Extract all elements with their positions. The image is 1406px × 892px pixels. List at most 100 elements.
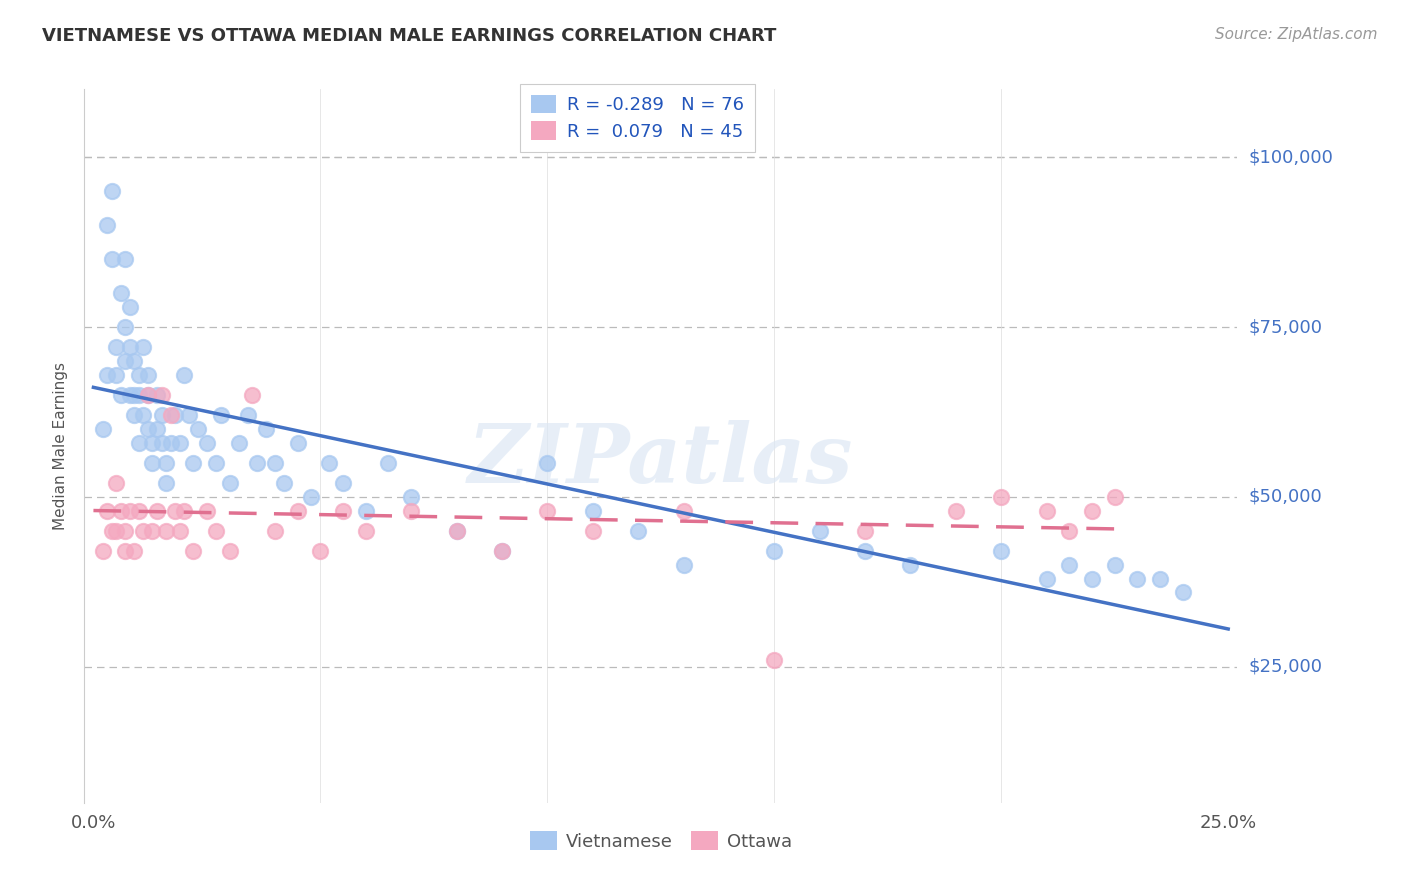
Point [150,409,173,423]
Point [205,524,228,538]
Point [491,544,513,558]
Point [132,524,155,538]
Point [96,503,118,517]
Point [446,524,468,538]
Point [146,388,169,402]
Point [195,503,218,517]
Point [853,544,876,558]
Point [332,476,354,491]
Point [264,456,287,470]
Point [246,456,269,470]
Point [536,503,558,517]
Point [114,524,136,538]
Text: $75,000: $75,000 [1249,318,1323,336]
Point [155,524,177,538]
Point [1126,572,1149,586]
Point [128,368,150,382]
Point [536,456,558,470]
Point [299,490,322,504]
Point [110,503,132,517]
Point [100,524,122,538]
Point [218,544,240,558]
Point [132,409,155,423]
Point [332,503,354,517]
Point [159,435,181,450]
Point [1059,524,1081,538]
Point [124,388,146,402]
Point [900,558,922,572]
Point [146,422,169,436]
Point [136,388,159,402]
Point [118,300,141,314]
Point [672,503,695,517]
Point [1081,503,1104,517]
Point [377,456,399,470]
Point [491,544,513,558]
Point [187,422,209,436]
Point [136,422,159,436]
Point [141,435,163,450]
Point [205,456,228,470]
Point [100,184,122,198]
Point [264,524,287,538]
Text: $25,000: $25,000 [1249,658,1323,676]
Point [945,503,967,517]
Point [254,422,277,436]
Point [990,490,1012,504]
Y-axis label: Median Male Earnings: Median Male Earnings [53,362,69,530]
Point [399,503,422,517]
Point [110,286,132,301]
Point [169,524,191,538]
Point [1104,558,1126,572]
Text: VIETNAMESE VS OTTAWA MEDIAN MALE EARNINGS CORRELATION CHART: VIETNAMESE VS OTTAWA MEDIAN MALE EARNING… [42,27,776,45]
Point [100,252,122,266]
Point [354,503,377,517]
Point [287,503,309,517]
Point [150,388,173,402]
Point [195,435,218,450]
Point [96,218,118,232]
Point [1035,572,1057,586]
Point [124,354,146,368]
Point [118,503,141,517]
Point [105,368,128,382]
Point [136,388,159,402]
Text: ZIPatlas: ZIPatlas [468,420,853,500]
Point [318,456,340,470]
Text: Source: ZipAtlas.com: Source: ZipAtlas.com [1215,27,1378,42]
Point [155,476,177,491]
Point [136,368,159,382]
Point [150,435,173,450]
Point [672,558,695,572]
Text: $100,000: $100,000 [1249,148,1333,166]
Point [990,544,1012,558]
Point [287,435,309,450]
Point [1149,572,1171,586]
Point [128,435,150,450]
Point [173,503,195,517]
Point [236,409,259,423]
Point [273,476,295,491]
Point [114,544,136,558]
Point [181,456,204,470]
Point [141,456,163,470]
Point [1059,558,1081,572]
Point [118,341,141,355]
Point [124,409,146,423]
Point [763,653,786,667]
Point [1081,572,1104,586]
Point [155,456,177,470]
Point [209,409,232,423]
Point [105,341,128,355]
Point [354,524,377,538]
Point [181,544,204,558]
Point [110,388,132,402]
Point [165,503,187,517]
Text: $50,000: $50,000 [1249,488,1322,506]
Point [132,341,155,355]
Point [165,409,187,423]
Point [582,524,605,538]
Point [114,252,136,266]
Point [91,544,114,558]
Point [105,476,128,491]
